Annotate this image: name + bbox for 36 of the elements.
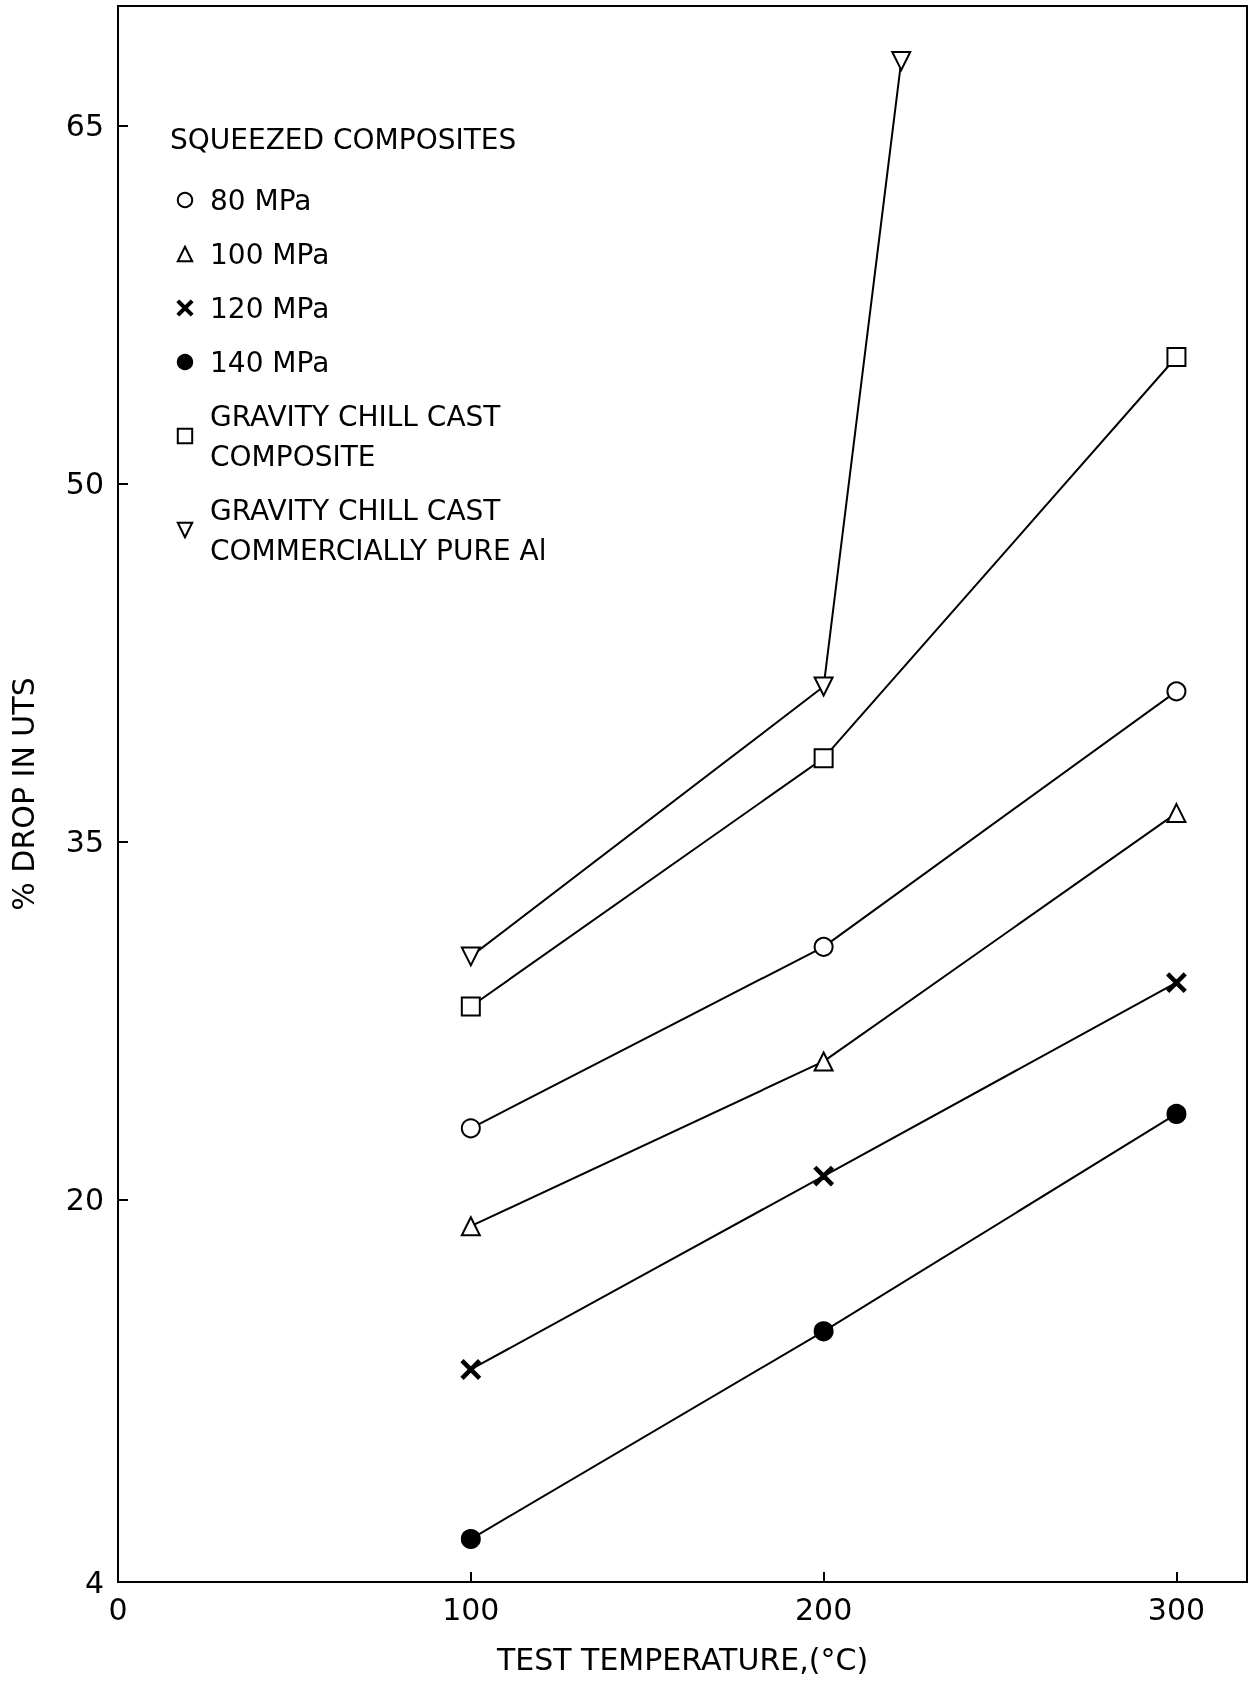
point — [813, 1166, 834, 1187]
x-tick-label: 100 — [442, 1591, 500, 1627]
y-tick-label: 4 — [84, 1564, 104, 1600]
point — [1166, 1103, 1187, 1124]
legend-label: 100 MPa — [210, 237, 330, 271]
x-tick-label: 0 — [108, 1591, 128, 1627]
legend-label: GRAVITY CHILL CAST COMMERCIALLY PURE Al — [210, 493, 547, 567]
legend-title: SQUEEZED COMPOSITES — [170, 122, 517, 156]
point — [460, 996, 481, 1017]
x-axis-title: TEST TEMPERATURE,(°C) — [495, 1641, 869, 1677]
y-tick-label: 50 — [65, 466, 104, 502]
point — [813, 936, 834, 957]
point — [813, 676, 834, 697]
point — [460, 946, 481, 967]
point — [813, 1051, 834, 1072]
x-tick-label: 200 — [794, 1591, 853, 1627]
point — [460, 1359, 481, 1380]
point — [460, 1529, 481, 1550]
y-axis-title: % DROP IN UTS — [5, 677, 41, 911]
point — [891, 50, 912, 71]
point — [460, 1216, 481, 1237]
point — [1166, 803, 1187, 824]
legend-label: GRAVITY CHILL CAST COMPOSITE — [210, 399, 510, 473]
legend-label: 140 MPa — [210, 345, 330, 379]
legend-label: 80 MPa — [210, 183, 312, 217]
point — [1166, 347, 1187, 368]
y-tick-label: 65 — [65, 107, 104, 143]
point — [1166, 972, 1187, 993]
y-tick-label: 35 — [65, 824, 104, 860]
point — [813, 1321, 834, 1342]
x-tick-label: 300 — [1147, 1591, 1206, 1627]
point — [813, 748, 834, 769]
legend-label: 120 MPa — [210, 291, 330, 325]
y-tick-label: 20 — [65, 1182, 104, 1218]
point — [460, 1118, 481, 1139]
point — [1166, 681, 1187, 702]
